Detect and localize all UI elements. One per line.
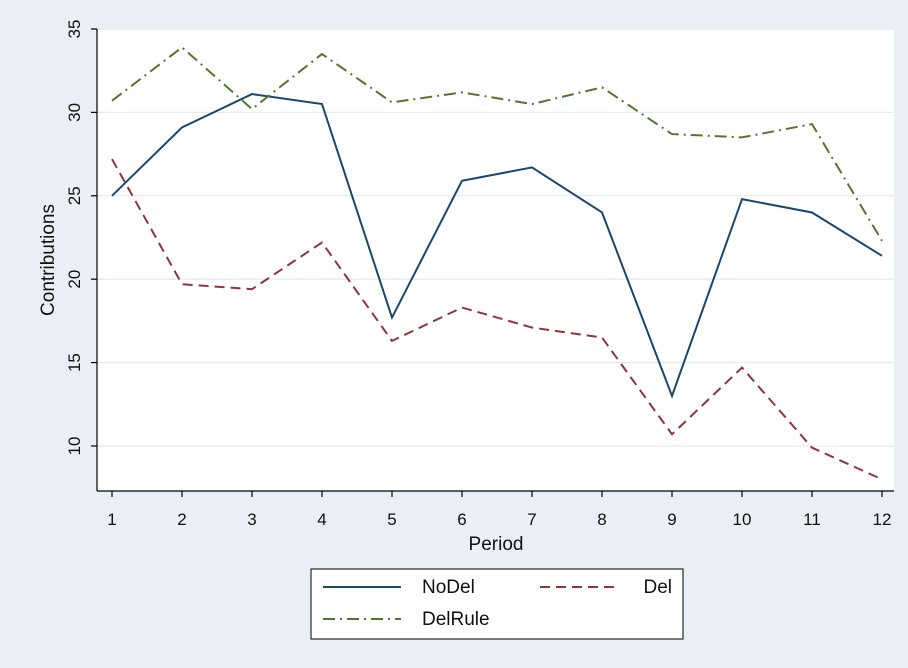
y-axis-title: Contributions <box>38 204 59 316</box>
gridlines <box>97 28 894 447</box>
x-tick-label: 3 <box>247 510 256 529</box>
y-tick-label: 35 <box>65 20 84 39</box>
y-tick-label: 30 <box>65 103 84 122</box>
x-tick-label: 8 <box>597 510 606 529</box>
legend-label-delrule: DelRule <box>422 609 490 630</box>
series-line-nodel <box>111 93 883 399</box>
y-ticks: 10 15 20 25 30 35 <box>65 20 97 456</box>
axes <box>96 29 894 492</box>
x-tick-label: 5 <box>387 510 396 529</box>
y-tick-label: 25 <box>65 186 84 205</box>
x-tick-label: 10 <box>733 510 752 529</box>
y-tick-label: 15 <box>65 353 84 372</box>
x-ticks: 1 2 3 4 5 6 7 8 9 10 11 12 <box>107 491 891 529</box>
x-tick-label: 7 <box>527 510 536 529</box>
series-line-delrule <box>111 46 883 242</box>
x-tick-label: 4 <box>317 510 326 529</box>
legend-entries: NoDel Del DelRule <box>323 577 672 630</box>
legend-label-del: Del <box>643 577 672 598</box>
legend: NoDel Del DelRule <box>310 568 684 640</box>
series-line-del <box>111 158 883 481</box>
x-tick-label: 6 <box>457 510 466 529</box>
y-tick-label: 20 <box>65 270 84 289</box>
x-tick-label: 11 <box>803 510 821 529</box>
x-tick-label: 1 <box>107 510 116 529</box>
legend-label-nodel: NoDel <box>422 577 475 598</box>
y-tick-label: 10 <box>65 437 84 456</box>
x-axis-title: Period <box>469 534 524 555</box>
legend-box <box>310 568 684 640</box>
series-lines <box>111 46 883 481</box>
x-tick-label: 9 <box>667 510 676 529</box>
x-tick-label: 2 <box>177 510 186 529</box>
x-tick-label: 12 <box>873 510 892 529</box>
plot-area <box>97 29 894 491</box>
